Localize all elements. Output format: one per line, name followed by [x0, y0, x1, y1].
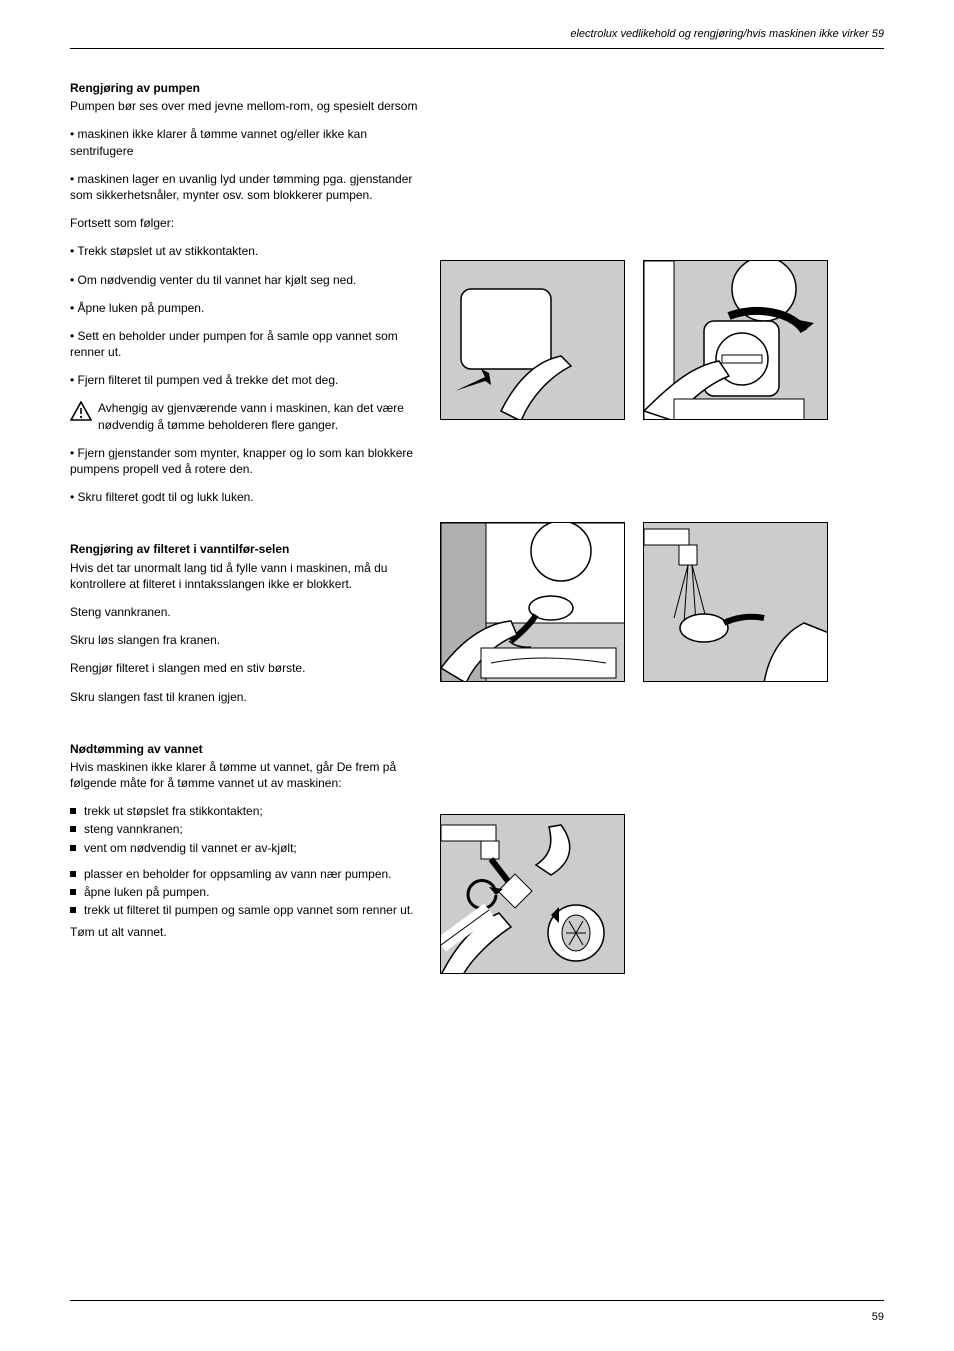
text-block: Hvis det tar unormalt lang tid å fylle v…	[70, 560, 420, 592]
list-text: trekk ut filteret til pumpen og samle op…	[84, 902, 414, 918]
text-block: • Sett en beholder under pumpen for å sa…	[70, 328, 420, 360]
text-block: Steng vannkranen.	[70, 604, 420, 620]
text-block: • Fjern gjenstander som mynter, knapper …	[70, 445, 420, 477]
figure-row-2	[440, 522, 884, 682]
list-item: trekk ut støpslet fra stikkontakten;	[70, 803, 420, 819]
text-block: Pumpen bør ses over med jevne mellom-rom…	[70, 98, 420, 114]
text-block: • maskinen lager en uvanlig lyd under tø…	[70, 171, 420, 203]
figure-open-pump-door	[440, 260, 625, 420]
list-item: trekk ut filteret til pumpen og samle op…	[70, 902, 420, 918]
warning-triangle-icon	[70, 401, 92, 432]
list-item: steng vannkranen;	[70, 821, 420, 837]
text-block: Skru løs slangen fra kranen.	[70, 632, 420, 648]
text-block: • Fjern filteret til pumpen ved å trekke…	[70, 372, 420, 388]
square-bullet-icon	[70, 845, 76, 851]
list-text: trekk ut støpslet fra stikkontakten;	[84, 803, 263, 819]
list-text: Trekk støpslet ut av stikkontakten.	[77, 244, 258, 258]
list-text: åpne luken på pumpen.	[84, 884, 209, 900]
list-text: Sett en beholder under pumpen for å saml…	[70, 329, 398, 359]
section-title-filter: Rengjøring av filteret i vanntilfør-sele…	[70, 541, 420, 557]
text-block: • Skru filteret godt til og lukk luken.	[70, 489, 420, 505]
text-block: • Trekk støpslet ut av stikkontakten.	[70, 243, 420, 259]
right-column	[440, 80, 884, 986]
text-block: Hvis maskinen ikke klarer å tømme ut van…	[70, 759, 420, 791]
text-block: Tøm ut alt vannet.	[70, 924, 420, 940]
figure-rinse-filter	[643, 522, 828, 682]
list-text: steng vannkranen;	[84, 821, 183, 837]
page-container: electrolux vedlikehold og rengjøring/hvi…	[0, 0, 954, 1351]
text-block: • maskinen ikke klarer å tømme vannet og…	[70, 126, 420, 158]
header-category: electrolux vedlikehold og rengjøring/hvi…	[570, 28, 884, 40]
list-text: Fjern gjenstander som mynter, knapper og…	[70, 446, 413, 476]
warning-row: Avhengig av gjenværende vann i maskinen,…	[70, 400, 420, 432]
square-bullet-icon	[70, 907, 76, 913]
main-columns: Rengjøring av pumpen Pumpen bør ses over…	[70, 80, 884, 986]
list-text: Fjern filteret til pumpen ved å trekke d…	[78, 373, 339, 387]
square-bullet-icon	[70, 826, 76, 832]
square-bullet-icon	[70, 808, 76, 814]
left-column: Rengjøring av pumpen Pumpen bør ses over…	[70, 80, 440, 986]
text-block: • Åpne luken på pumpen.	[70, 300, 420, 316]
list-text: plasser en beholder for oppsamling av va…	[84, 866, 392, 882]
figure-drain-water	[440, 522, 625, 682]
footer-rule	[70, 1300, 884, 1301]
warning-text: Avhengig av gjenværende vann i maskinen,…	[98, 400, 420, 432]
text-block: Fortsett som følger:	[70, 215, 420, 231]
list-text: Skru filteret godt til og lukk luken.	[78, 490, 254, 504]
list-text: vent om nødvendig til vannet er av-kjølt…	[84, 840, 297, 856]
bullet-list: trekk ut støpslet fra stikkontakten; ste…	[70, 803, 420, 856]
list-item: vent om nødvendig til vannet er av-kjølt…	[70, 840, 420, 856]
figure-row-3	[440, 814, 884, 974]
list-text: maskinen ikke klarer å tømme vannet og/e…	[70, 127, 367, 157]
section-title-emergency: Nødtømming av vannet	[70, 741, 420, 757]
list-text: maskinen lager en uvanlig lyd under tømm…	[70, 172, 412, 202]
section-title-pump: Rengjøring av pumpen	[70, 80, 420, 96]
text-block: Skru slangen fast til kranen igjen.	[70, 689, 420, 705]
figure-unscrew-cap	[643, 260, 828, 420]
header-rule	[70, 48, 884, 49]
page-number: 59	[872, 1311, 884, 1323]
list-text: Åpne luken på pumpen.	[78, 301, 205, 315]
bullet-list: plasser en beholder for oppsamling av va…	[70, 866, 420, 919]
square-bullet-icon	[70, 889, 76, 895]
figure-row-1	[440, 260, 884, 420]
figure-inlet-hose-filter	[440, 814, 625, 974]
square-bullet-icon	[70, 871, 76, 877]
text-block: Rengjør filteret i slangen med en stiv b…	[70, 660, 420, 676]
text-block: • Om nødvendig venter du til vannet har …	[70, 272, 420, 288]
list-text: Om nødvendig venter du til vannet har kj…	[78, 273, 357, 287]
list-item: plasser en beholder for oppsamling av va…	[70, 866, 420, 882]
list-item: åpne luken på pumpen.	[70, 884, 420, 900]
